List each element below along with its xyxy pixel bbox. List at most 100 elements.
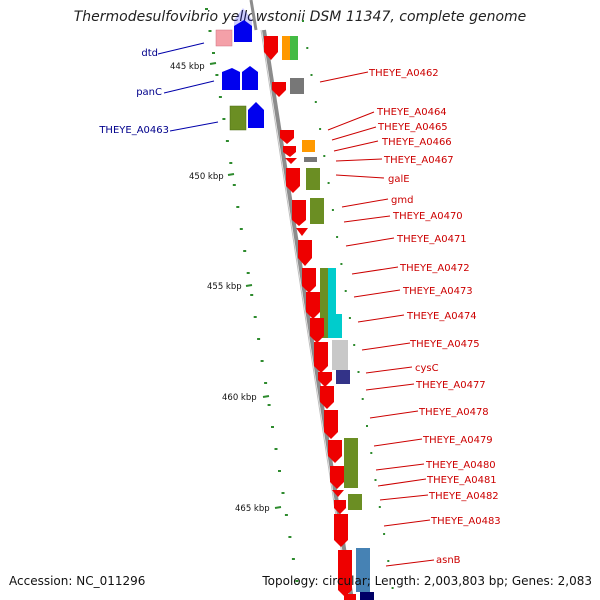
guide-dot bbox=[361, 398, 364, 400]
ruler-dot bbox=[271, 426, 274, 428]
gene-label-THEYE_A0480[interactable]: THEYE_A0480 bbox=[425, 460, 496, 471]
ruler-dot bbox=[225, 140, 229, 142]
gene-label-THEYE_A0474[interactable]: THEYE_A0474 bbox=[406, 311, 477, 322]
ruler-dot bbox=[243, 250, 247, 252]
gene-THEYE_A0477 bbox=[318, 372, 332, 387]
gene-label-THEYE_A0475[interactable]: THEYE_A0475 bbox=[409, 339, 480, 350]
gene-THEYE_A0481 bbox=[330, 466, 344, 489]
ruler-dot bbox=[236, 206, 240, 208]
guide-dot bbox=[366, 425, 368, 427]
guide-dot bbox=[378, 506, 381, 508]
kbp-tick-445 bbox=[209, 62, 217, 65]
gene-gmd-red bbox=[292, 200, 306, 226]
gene-left-blue-1 bbox=[234, 20, 252, 42]
gene-left-blue-3 bbox=[248, 102, 264, 128]
gene-label-THEYE_A0472[interactable]: THEYE_A0472 bbox=[399, 263, 470, 274]
ruler-dot bbox=[274, 448, 278, 450]
kbp-label-465: 465 kbp bbox=[235, 504, 270, 514]
left-leader-lines bbox=[157, 42, 219, 132]
guide-dot bbox=[391, 587, 394, 589]
ruler-dot bbox=[250, 294, 254, 296]
ruler-dot bbox=[253, 316, 257, 318]
gene-cysC-red bbox=[314, 342, 328, 373]
gene-label-THEYE_A0478[interactable]: THEYE_A0478 bbox=[418, 407, 489, 418]
gene-right-orange-0 bbox=[282, 36, 290, 60]
guide-dot bbox=[383, 533, 386, 535]
gene-label-THEYE_A0462[interactable]: THEYE_A0462 bbox=[368, 68, 439, 79]
gene-label-THEYE_A0483[interactable]: THEYE_A0483 bbox=[430, 516, 501, 527]
gene-label-THEYE_A0477[interactable]: THEYE_A0477 bbox=[415, 380, 486, 391]
gene-label-THEYE_A0465[interactable]: THEYE_A0465 bbox=[377, 122, 448, 133]
guide-dot bbox=[319, 128, 322, 130]
ruler-dot bbox=[239, 228, 243, 230]
gene-label-THEYE_A0467[interactable]: THEYE_A0467 bbox=[383, 155, 454, 166]
gene-label-dtd[interactable]: dtd bbox=[141, 48, 158, 59]
gene-cysC bbox=[336, 370, 350, 384]
gene-label-THEYE_A0463[interactable]: THEYE_A0463 bbox=[98, 125, 169, 136]
guide-dot bbox=[344, 290, 347, 292]
gene-THEYE_A0474-red bbox=[306, 292, 320, 319]
gene-label-THEYE_A0473[interactable]: THEYE_A0473 bbox=[402, 286, 473, 297]
left-gene-labels: dtd panC THEYE_A0463 bbox=[98, 48, 169, 136]
gene-label-asnB[interactable]: asnB bbox=[436, 555, 461, 566]
ruler-dot bbox=[232, 184, 236, 186]
ruler-dot bbox=[222, 118, 226, 120]
genome-title: Thermodesulfovibrio yellowstonii DSM 113… bbox=[73, 9, 527, 25]
kbp-tick-460 bbox=[262, 395, 270, 398]
guide-dot bbox=[327, 182, 330, 184]
kbp-tick-450 bbox=[227, 173, 235, 176]
gene-THEYE_A0475 bbox=[332, 340, 348, 370]
ruler-dot bbox=[267, 404, 271, 406]
gene-panC-1 bbox=[222, 68, 240, 90]
gene-label-gmd[interactable]: gmd bbox=[391, 195, 413, 206]
guide-dot bbox=[323, 155, 326, 157]
ruler-dot bbox=[295, 580, 299, 582]
gene-asnB-red-b bbox=[338, 550, 352, 597]
gene-panC-2 bbox=[242, 66, 258, 90]
gene-THEYE_A0483-red bbox=[334, 500, 346, 514]
gene-THEYE_A0482-red bbox=[332, 490, 344, 497]
guide-dot bbox=[357, 371, 360, 373]
ruler-dot bbox=[284, 514, 288, 516]
left-strand-features bbox=[215, 8, 264, 131]
guide-dot bbox=[314, 101, 317, 103]
gene-label-THEYE_A0479[interactable]: THEYE_A0479 bbox=[422, 435, 493, 446]
kbp-ruler: 445 kbp 450 kbp 455 kbp 460 kbp 465 kbp bbox=[170, 62, 282, 514]
gene-label-THEYE_A0466[interactable]: THEYE_A0466 bbox=[381, 137, 452, 148]
gene-THEYE_A0465 bbox=[283, 146, 296, 157]
right-leader-lines bbox=[319, 71, 435, 567]
gene-THEYE_A0467-a bbox=[285, 158, 297, 164]
guide-dot bbox=[374, 479, 377, 481]
ruler-dot bbox=[218, 96, 222, 98]
ruler-dot bbox=[212, 52, 215, 54]
guide-dot bbox=[387, 560, 390, 562]
gene-label-THEYE_A0481[interactable]: THEYE_A0481 bbox=[426, 475, 497, 486]
topology-text: Topology: circular; Length: 2,003,803 bp… bbox=[262, 574, 592, 588]
ruler-dot bbox=[215, 74, 219, 76]
guide-dot bbox=[331, 209, 334, 211]
gene-THEYE_A0482 bbox=[348, 494, 362, 510]
gene-THEYE_A0479 bbox=[344, 438, 358, 488]
gene-galE-red bbox=[286, 168, 300, 193]
gene-label-THEYE_A0482[interactable]: THEYE_A0482 bbox=[428, 491, 499, 502]
gene-label-THEYE_A0464[interactable]: THEYE_A0464 bbox=[376, 107, 447, 118]
ruler-dot bbox=[291, 558, 295, 560]
gene-asnB-red-a bbox=[334, 514, 348, 547]
gene-label-THEYE_A0470[interactable]: THEYE_A0470 bbox=[392, 211, 463, 222]
gene-bottom-red bbox=[344, 594, 356, 600]
gene-THEYE_A0463 bbox=[229, 105, 247, 131]
ruler-dot bbox=[205, 8, 208, 10]
ruler-dot bbox=[281, 492, 285, 494]
guide-dot bbox=[370, 452, 373, 454]
gene-bottom-navy bbox=[360, 592, 374, 600]
kbp-label-450: 450 kbp bbox=[189, 172, 224, 182]
gene-THEYE_A0462-grey bbox=[290, 78, 304, 94]
gene-label-panC[interactable]: panC bbox=[136, 87, 162, 98]
ruler-dot bbox=[260, 360, 264, 362]
ruler-dot bbox=[257, 338, 261, 340]
gene-galE bbox=[306, 168, 320, 190]
gene-label-galE[interactable]: galE bbox=[388, 174, 410, 185]
gene-label-cysC[interactable]: cysC bbox=[415, 363, 439, 374]
gene-gmd bbox=[310, 198, 324, 224]
gene-label-THEYE_A0471[interactable]: THEYE_A0471 bbox=[396, 234, 467, 245]
